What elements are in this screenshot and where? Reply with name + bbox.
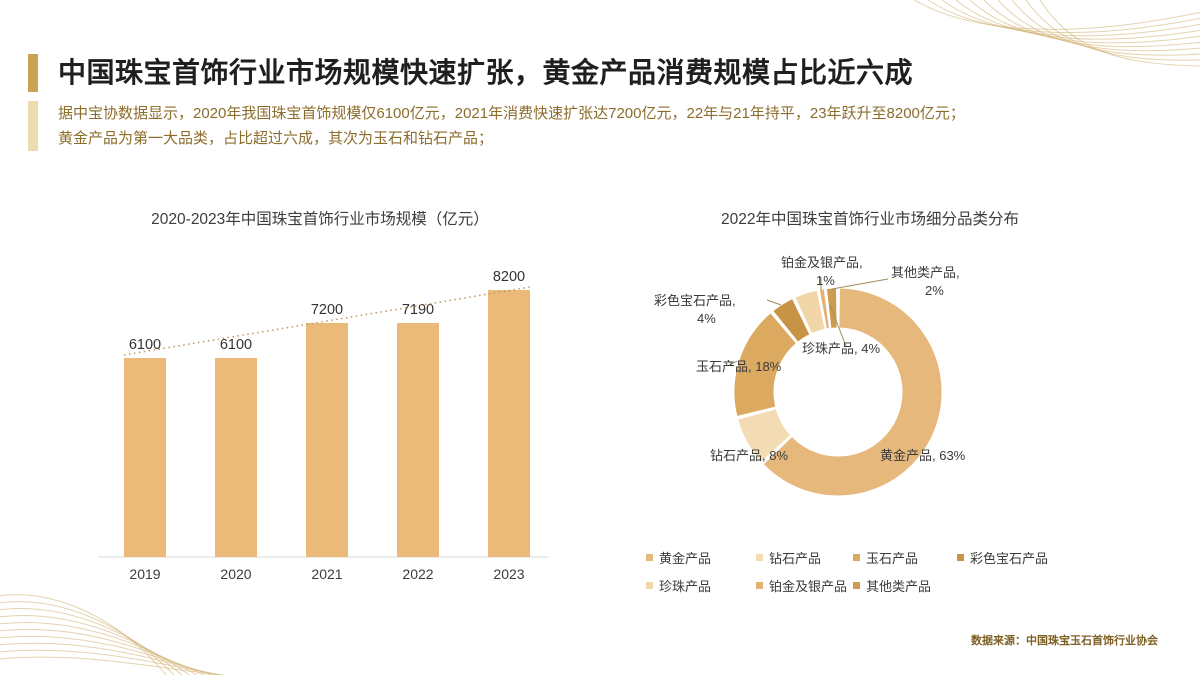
wave-line xyxy=(0,601,175,675)
legend-item-6: 铂金及银产品 xyxy=(756,576,853,595)
label-leader-line xyxy=(831,278,889,290)
subtitle-accent-bar xyxy=(28,101,38,151)
donut-label: 钻石产品, 8% xyxy=(710,448,788,463)
data-source: 数据来源：中国珠宝玉石首饰行业协会 xyxy=(971,635,1158,647)
legend-label: 黄金产品 xyxy=(659,551,712,566)
wave-line xyxy=(983,0,1200,48)
bar-category-label: 2023 xyxy=(493,566,524,582)
subtitle-line-2: 黄金产品为第一大品类，占比超过六成，其次为玉石和钻石产品； xyxy=(58,130,494,147)
bar-chart: 6100 2019 6100 2020 7200 2021 7190 2022 8200 2023 xyxy=(98,269,548,582)
decorative-wave-lines-bottom-left xyxy=(0,594,226,675)
donut-label: 铂金及银产品, xyxy=(781,255,863,270)
legend-item-5: 珍珠产品 xyxy=(646,576,756,595)
donut-label: 珍珠产品, 4% xyxy=(802,341,880,356)
wave-line xyxy=(913,0,1200,30)
legend-item-3: 玉石产品 xyxy=(853,548,957,567)
legend-label: 钻石产品 xyxy=(769,551,822,566)
donut-segment-3 xyxy=(733,312,798,418)
donut-chart: 黄金产品, 63% 钻石产品, 8% 玉石产品, 18% 彩色宝石产品, 4% 珍珠产品,… xyxy=(654,255,966,497)
wave-line xyxy=(941,0,1200,37)
bar-value-label: 6100 xyxy=(129,337,161,353)
bar-2023 xyxy=(488,290,530,557)
legend-swatch xyxy=(646,582,653,589)
legend-item-7: 其他类产品 xyxy=(853,576,957,595)
subtitle-row: 据中宝协数据显示，2020年我国珠宝首饰规模仅6100亿元，2021年消费快速扩… xyxy=(28,101,1173,151)
label-leader-line xyxy=(829,304,847,347)
donut-segment-1 xyxy=(762,287,943,497)
bar-category-label: 2019 xyxy=(129,566,160,582)
slide-header: 中国珠宝首饰行业市场规模快速扩张，黄金产品消费规模占比近六成 据中宝协数据显示，… xyxy=(28,54,1173,151)
legend-label: 珍珠产品 xyxy=(659,579,712,594)
legend-swatch xyxy=(853,554,860,561)
title-accent-bar xyxy=(28,54,38,92)
legend-item-2: 钻石产品 xyxy=(756,548,853,567)
legend-label: 彩色宝石产品 xyxy=(970,551,1049,566)
legend-swatch xyxy=(756,554,763,561)
donut-label: 1% xyxy=(816,273,835,288)
legend-item-4: 彩色宝石产品 xyxy=(957,548,1108,567)
bar-category-label: 2022 xyxy=(402,566,433,582)
bar-2022 xyxy=(397,323,439,557)
bar-category-label: 2020 xyxy=(220,566,251,582)
wave-line xyxy=(0,628,205,675)
bar-value-label: 6100 xyxy=(220,337,252,353)
page-title: 中国珠宝首饰行业市场规模快速扩张，黄金产品消费规模占比近六成 xyxy=(58,57,914,88)
bar-value-label: 7200 xyxy=(311,302,343,318)
wave-line xyxy=(0,635,212,675)
donut-segment-4 xyxy=(772,297,811,343)
wave-line xyxy=(0,656,226,675)
bar-value-label: 8200 xyxy=(493,269,525,285)
trend-line xyxy=(123,286,531,356)
donut-label: 4% xyxy=(697,311,716,326)
bar-2019 xyxy=(124,358,166,557)
wave-line xyxy=(0,642,219,675)
wave-line xyxy=(0,615,191,675)
donut-label: 其他类产品, xyxy=(891,265,960,280)
donut-label: 2% xyxy=(925,283,944,298)
legend-swatch xyxy=(756,582,763,589)
wave-line xyxy=(997,0,1200,52)
wave-line xyxy=(0,608,183,675)
legend-label: 铂金及银产品 xyxy=(769,579,848,594)
donut-label: 彩色宝石产品, xyxy=(654,293,736,308)
wave-line xyxy=(1025,0,1200,61)
legend-item-1: 黄金产品 xyxy=(646,548,756,567)
legend-swatch xyxy=(957,554,964,561)
legend-swatch xyxy=(853,582,860,589)
label-leader-line xyxy=(766,299,782,306)
donut-segment-5 xyxy=(794,289,826,335)
legend-label: 其他类产品 xyxy=(866,579,932,594)
wave-line xyxy=(1011,0,1200,56)
wave-line xyxy=(955,0,1200,40)
donut-chart-title: 2022年中国珠宝首饰行业市场细分品类分布 xyxy=(721,211,1019,228)
bar-2020 xyxy=(215,358,257,557)
wave-line xyxy=(927,0,1200,33)
wave-line xyxy=(969,0,1200,44)
donut-legend: 黄金产品 钻石产品 玉石产品 彩色宝石产品珍珠产品 铂金及银产品 其他类产品 xyxy=(646,548,1108,595)
legend-swatch xyxy=(646,554,653,561)
bar-chart-title: 2020-2023年中国珠宝首饰行业市场规模（亿元） xyxy=(151,211,489,228)
title-row: 中国珠宝首饰行业市场规模快速扩张，黄金产品消费规模占比近六成 xyxy=(28,54,1173,92)
bar-2021 xyxy=(306,323,348,557)
wave-line xyxy=(0,594,167,675)
donut-label: 黄金产品, 63% xyxy=(880,448,966,463)
wave-line xyxy=(0,649,224,675)
legend-label: 玉石产品 xyxy=(866,551,919,566)
slide-subtitle: 据中宝协数据显示，2020年我国珠宝首饰规模仅6100亿元，2021年消费快速扩… xyxy=(58,101,965,151)
wave-line xyxy=(0,621,198,675)
donut-segment-2 xyxy=(736,408,792,463)
subtitle-line-1: 据中宝协数据显示，2020年我国珠宝首饰规模仅6100亿元，2021年消费快速扩… xyxy=(58,105,965,122)
donut-label: 玉石产品, 18% xyxy=(696,359,782,374)
label-leader-line xyxy=(727,360,738,367)
bar-category-label: 2021 xyxy=(311,566,342,582)
bar-value-label: 7190 xyxy=(402,302,434,318)
